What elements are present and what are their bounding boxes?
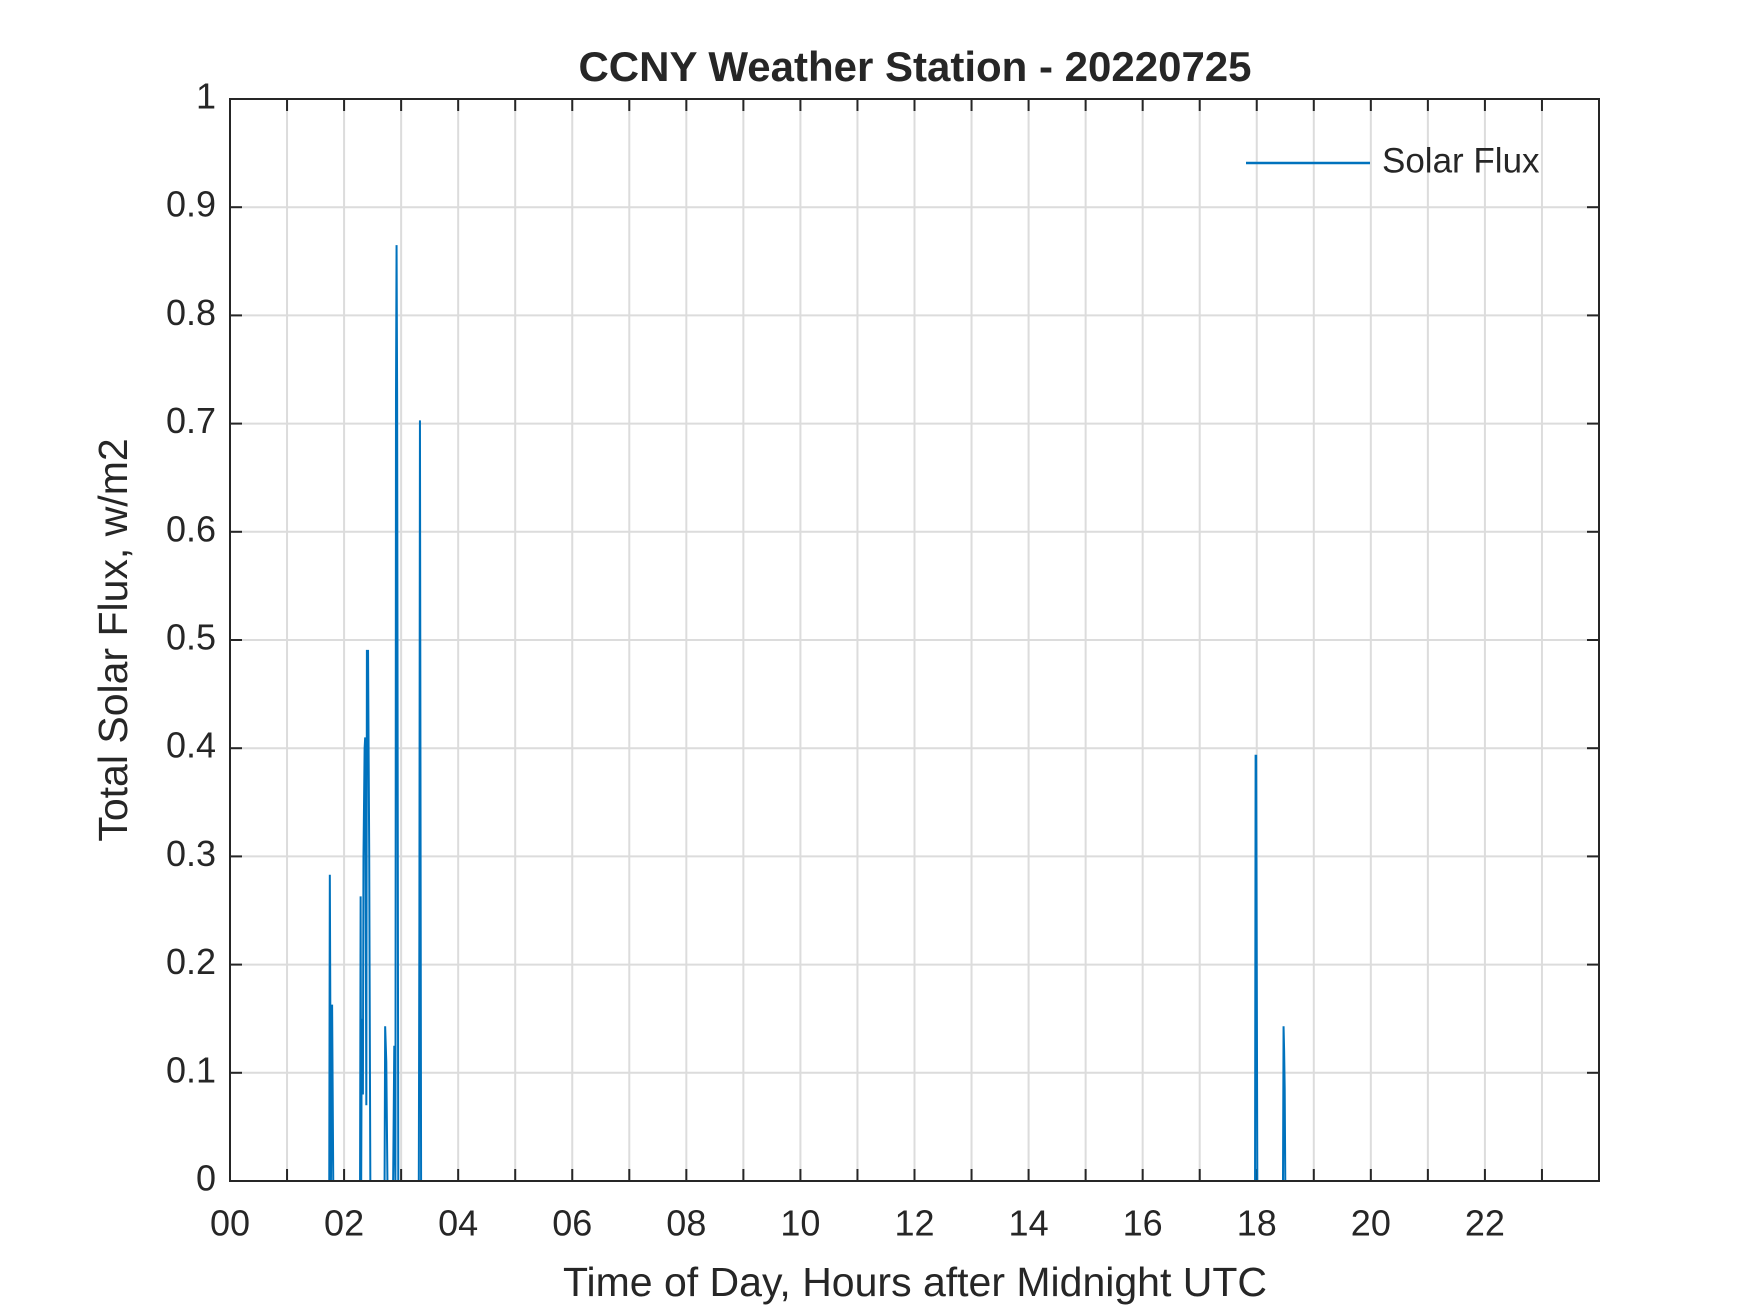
x-tick-label: 06 (552, 1203, 592, 1244)
x-tick-label: 22 (1465, 1203, 1505, 1244)
x-tick-label: 16 (1123, 1203, 1163, 1244)
y-tick-label: 0.9 (166, 184, 216, 225)
y-tick-label: 0.6 (166, 508, 216, 549)
x-tick-label: 08 (666, 1203, 706, 1244)
y-tick-label: 0.1 (166, 1049, 216, 1090)
y-tick-label: 1 (196, 76, 216, 117)
x-tick-label: 04 (438, 1203, 478, 1244)
y-tick-label: 0.8 (166, 292, 216, 333)
plot-frame (229, 98, 1600, 1182)
x-axis-label: Time of Day, Hours after Midnight UTC (563, 1259, 1267, 1305)
y-tick-label: 0.4 (166, 725, 216, 766)
y-tick-label: 0 (196, 1158, 216, 1199)
chart-title: CCNY Weather Station - 20220725 (578, 43, 1251, 90)
y-axis-label: Total Solar Flux, w/m2 (90, 438, 136, 841)
y-tick-label: 0.7 (166, 400, 216, 441)
y-tick-label: 0.2 (166, 941, 216, 982)
x-tick-label: 12 (894, 1203, 934, 1244)
x-tick-label: 20 (1351, 1203, 1391, 1244)
x-tick-label: 10 (780, 1203, 820, 1244)
x-tick-label: 02 (324, 1203, 364, 1244)
y-tick-label: 0.3 (166, 833, 216, 874)
x-tick-label: 14 (1009, 1203, 1049, 1244)
legend-label: Solar Flux (1382, 141, 1540, 180)
x-tick-label: 00 (210, 1203, 250, 1244)
data-line (230, 245, 1599, 1182)
y-tick-label: 0.5 (166, 617, 216, 658)
x-tick-label: 18 (1237, 1203, 1277, 1244)
